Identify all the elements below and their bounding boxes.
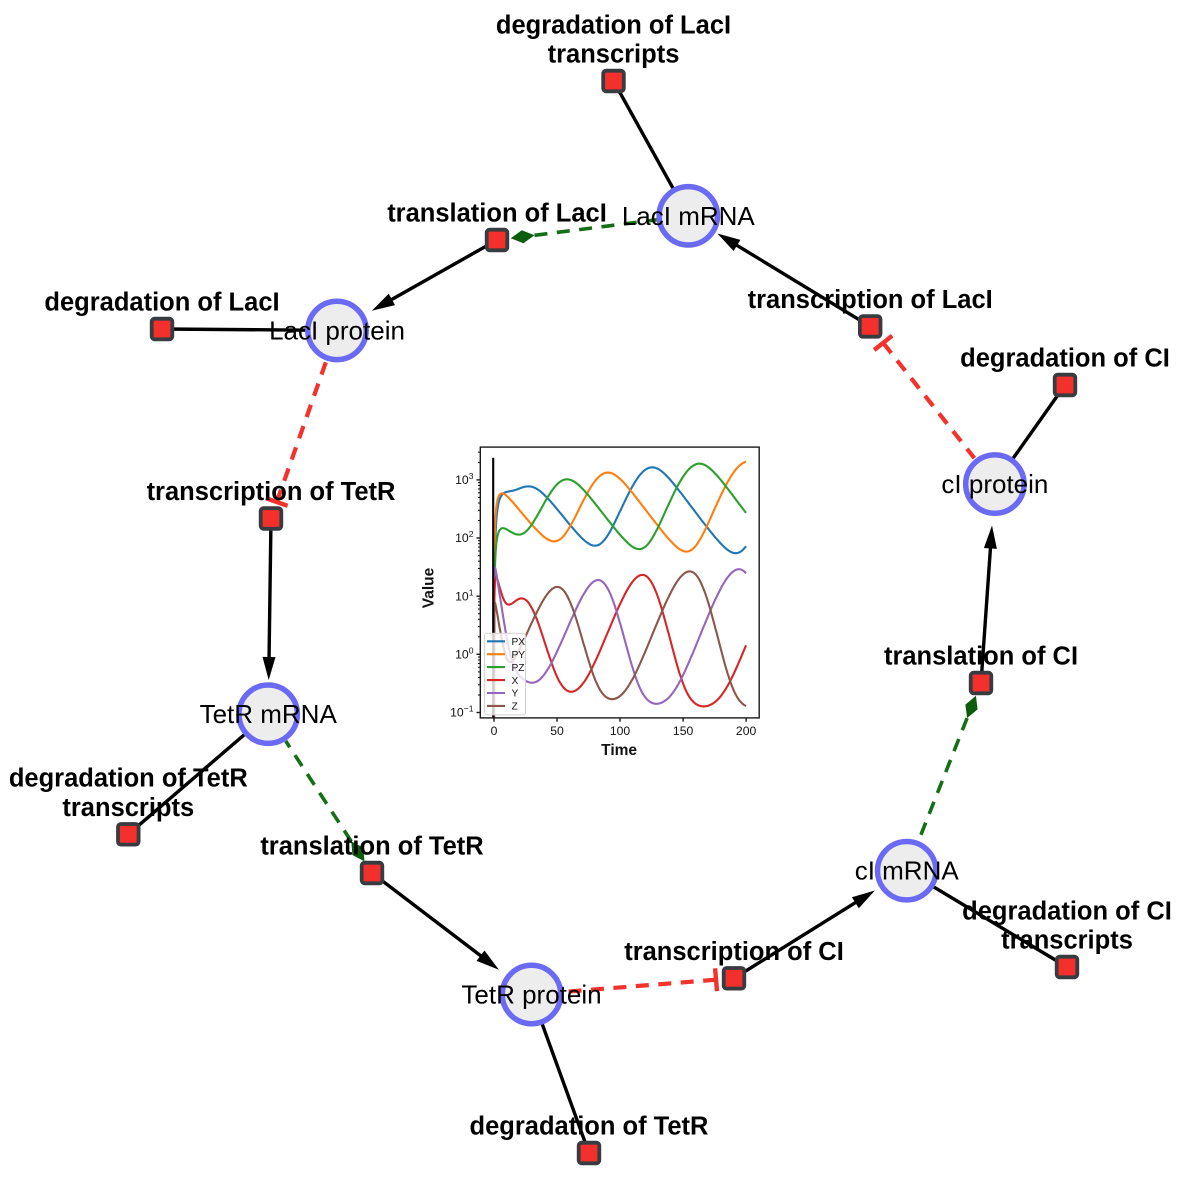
svg-text:Time: Time bbox=[601, 742, 637, 759]
svg-text:100: 100 bbox=[610, 724, 631, 738]
svg-text:50: 50 bbox=[550, 724, 564, 738]
svg-text:degradation of LacI: degradation of LacI bbox=[496, 11, 731, 39]
svg-text:degradation of LacI: degradation of LacI bbox=[44, 289, 279, 317]
svg-text:PX: PX bbox=[512, 637, 526, 648]
svg-text:LacI protein: LacI protein bbox=[269, 315, 405, 345]
svg-text:cI protein: cI protein bbox=[941, 469, 1048, 499]
svg-text:PZ: PZ bbox=[512, 663, 525, 674]
svg-text:degradation of CI: degradation of CI bbox=[960, 345, 1170, 373]
svg-text:degradation of CI: degradation of CI bbox=[962, 897, 1172, 925]
svg-text:degradation of TetR: degradation of TetR bbox=[9, 765, 248, 793]
svg-text:0: 0 bbox=[491, 724, 498, 738]
svg-text:PY: PY bbox=[512, 650, 526, 661]
svg-text:TetR mRNA: TetR mRNA bbox=[200, 699, 338, 729]
svg-text:transcripts: transcripts bbox=[548, 41, 680, 69]
svg-text:translation of TetR: translation of TetR bbox=[260, 833, 483, 861]
svg-text:Z: Z bbox=[512, 702, 518, 713]
svg-text:transcripts: transcripts bbox=[62, 794, 194, 822]
svg-text:transcription of TetR: transcription of TetR bbox=[147, 478, 396, 506]
svg-text:150: 150 bbox=[673, 724, 694, 738]
svg-text:X: X bbox=[512, 676, 519, 687]
svg-text:LacI mRNA: LacI mRNA bbox=[622, 201, 756, 231]
svg-text:Y: Y bbox=[512, 689, 519, 700]
svg-text:transcription of CI: transcription of CI bbox=[624, 938, 844, 966]
svg-text:translation of LacI: translation of LacI bbox=[387, 200, 607, 228]
svg-text:TetR protein: TetR protein bbox=[461, 980, 601, 1010]
svg-text:transcription of LacI: transcription of LacI bbox=[748, 286, 993, 314]
svg-text:200: 200 bbox=[736, 724, 757, 738]
svg-text:cI mRNA: cI mRNA bbox=[855, 856, 960, 886]
svg-text:translation of CI: translation of CI bbox=[884, 643, 1078, 671]
svg-text:Value: Value bbox=[421, 567, 438, 608]
svg-text:degradation of TetR: degradation of TetR bbox=[470, 1113, 709, 1141]
svg-text:transcripts: transcripts bbox=[1001, 927, 1133, 955]
